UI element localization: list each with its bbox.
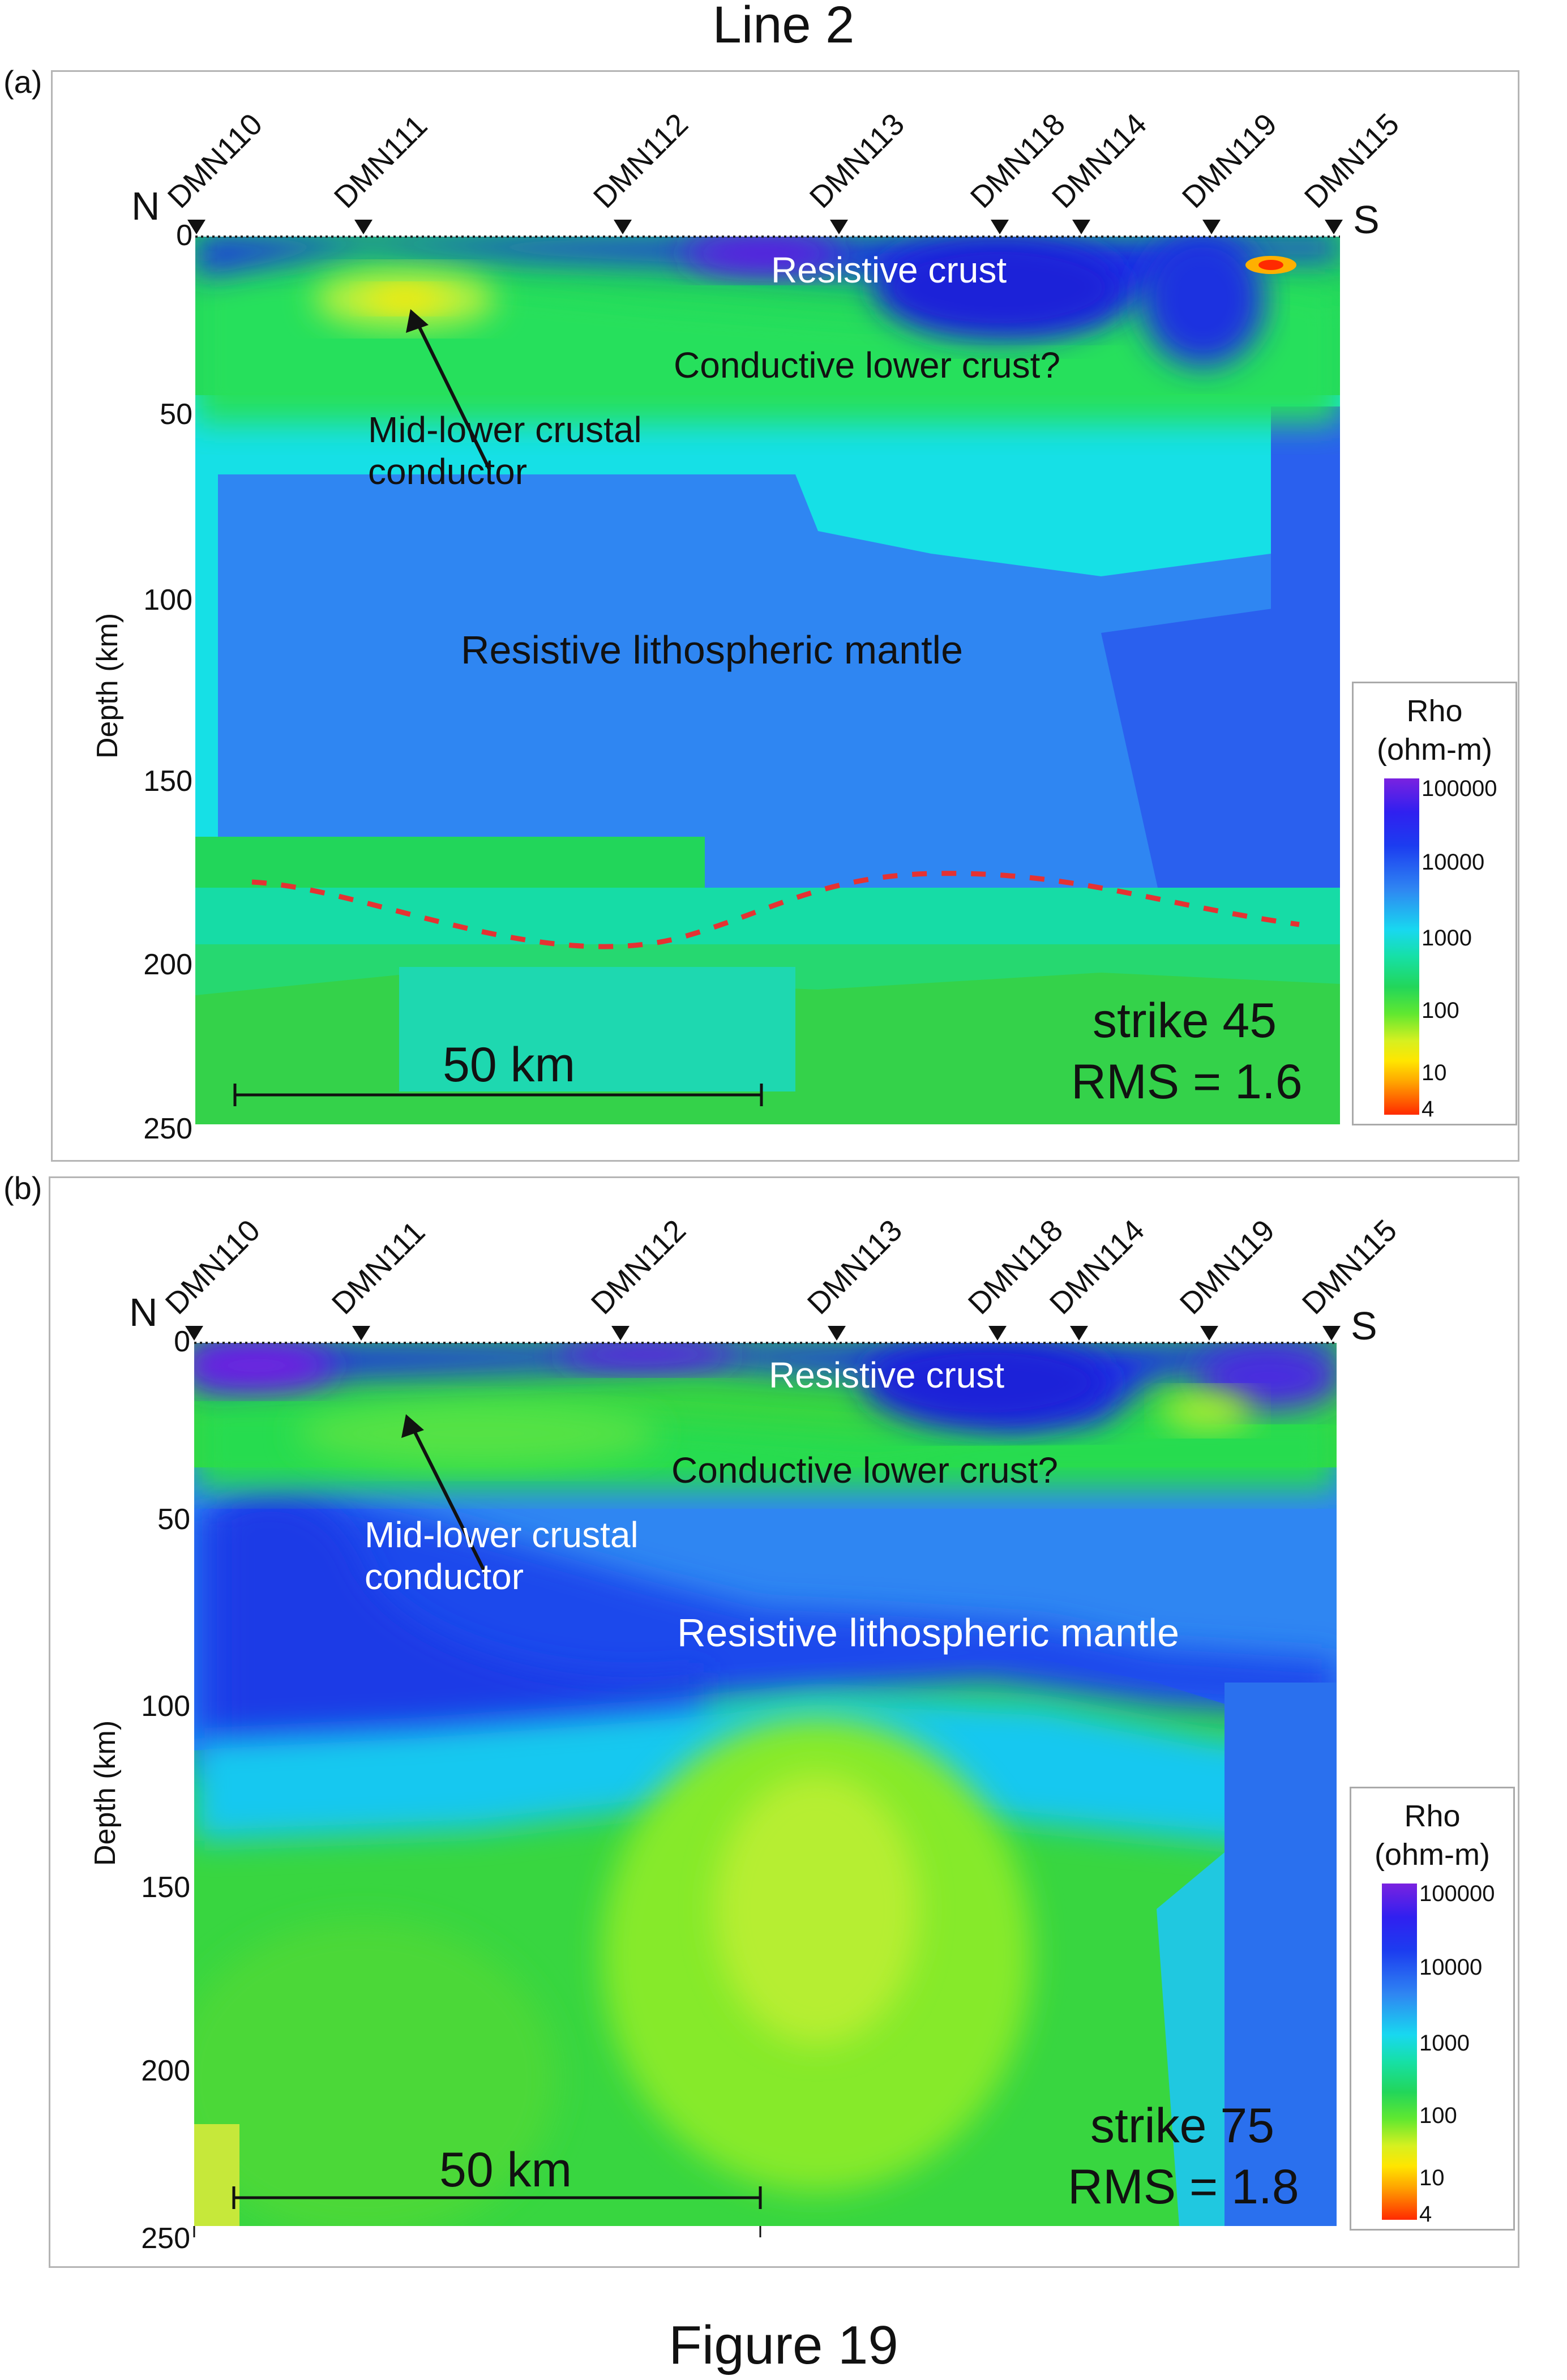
panel-b-ytick-100: 100 [141, 1690, 190, 1723]
panel-b-rms-label: RMS = 1.8 [1068, 2160, 1299, 2214]
panel-b-ytick-250: 250 [141, 2222, 190, 2255]
panel-a-ylabel: Depth (km) [91, 613, 124, 759]
panel-a-resistive-crust-label: Resistive crust [771, 250, 1007, 290]
legend-tick-10000: 10000 [1422, 850, 1485, 875]
panel-b-colorbar-legend: Rho (ohm-m) 100000 10000 1000 100 10 4 [1350, 1787, 1515, 2231]
panel-a-ytick-100: 100 [143, 584, 192, 617]
panel-a-scale-label: 50 km [443, 1038, 576, 1092]
panel-b-scale-label: 50 km [439, 2143, 572, 2197]
legend-colorbar [1382, 1884, 1417, 2220]
panel-b-station-marker [185, 1326, 203, 1341]
panel-a-resistivity-section [195, 236, 1340, 1124]
legend-tick-1000: 1000 [1419, 2031, 1470, 2056]
panel-a-ytick-150: 150 [143, 765, 192, 798]
panel-b-station-marker [1200, 1326, 1218, 1341]
panel-a-conductive-lower-crust-label: Conductive lower crust? [674, 345, 1060, 386]
panel-b-ytick-50: 50 [157, 1503, 190, 1536]
panel-a-station-marker [187, 220, 205, 234]
legend-tick-100: 100 [1419, 2103, 1457, 2128]
panel-b-station-marker [352, 1326, 370, 1341]
panel-b-station-marker [828, 1326, 846, 1341]
panel-a-station-marker [614, 220, 632, 234]
legend-colorbar [1384, 778, 1419, 1115]
panel-b-station-marker [611, 1326, 630, 1341]
panel-a-station-marker [354, 220, 373, 234]
figure-title: Line 2 [712, 0, 855, 54]
legend-tick-10000: 10000 [1419, 1955, 1483, 1980]
panel-b-midlower-label-1: Mid-lower crustal [365, 1514, 639, 1555]
legend-tick-100000: 100000 [1419, 1881, 1495, 1906]
panel-b-mantle-label: Resistive lithospheric mantle [677, 1611, 1180, 1655]
panel-b-north: N [129, 1290, 158, 1334]
panel-a-ytick-200: 200 [143, 948, 192, 981]
panel-a-ytick-50: 50 [160, 398, 192, 431]
panel-a-strike-label: strike 45 [1093, 994, 1277, 1048]
panel-b-station-marker [988, 1326, 1007, 1341]
legend-units: (ohm-m) [1375, 1838, 1490, 1872]
panel-a-midlower-label-1: Mid-lower crustal [368, 409, 642, 450]
legend-tick-100: 100 [1422, 998, 1459, 1023]
panel-a-station-marker [830, 220, 848, 234]
panel-a-rms-label: RMS = 1.6 [1071, 1055, 1303, 1109]
panel-a-north: N [131, 184, 160, 228]
legend-title: Rho [1406, 694, 1463, 728]
panel-a-label: (a) [3, 64, 42, 100]
panel-b-conductive-lower-crust-label: Conductive lower crust? [671, 1450, 1058, 1491]
panel-b-ytick-150: 150 [141, 1871, 190, 1904]
panel-a-colorbar-legend: Rho (ohm-m) 100000 10000 1000 100 10 4 [1352, 682, 1517, 1125]
panel-a-ytick-250: 250 [143, 1112, 192, 1145]
legend-units: (ohm-m) [1377, 733, 1492, 767]
legend-title: Rho [1404, 1799, 1461, 1833]
panel-b-midlower-label-2: conductor [365, 1556, 524, 1597]
panel-b-station-marker [1322, 1326, 1341, 1341]
panel-a-station-marker [1325, 220, 1343, 234]
panel-a-frame [51, 70, 1519, 1162]
panel-b-resistive-crust-label: Resistive crust [769, 1355, 1005, 1396]
legend-tick-10: 10 [1419, 2165, 1445, 2190]
panel-a-station-marker [991, 220, 1009, 234]
legend-tick-4: 4 [1419, 2202, 1432, 2227]
panel-b-strike-label: strike 75 [1090, 2099, 1275, 2153]
panel-b-resistivity-section [193, 1342, 1337, 2237]
panel-b-ylabel: Depth (km) [89, 1720, 122, 1866]
legend-tick-100000: 100000 [1422, 776, 1497, 801]
legend-tick-4: 4 [1422, 1097, 1435, 1121]
panel-b-ytick-200: 200 [141, 2054, 190, 2087]
panel-a-station-marker [1202, 220, 1221, 234]
panel-b-south: S [1351, 1304, 1377, 1348]
panel-a-south: S [1353, 198, 1380, 242]
figure-caption: Figure 19 [669, 2315, 898, 2375]
panel-a-midlower-label-2: conductor [368, 451, 528, 492]
panel-b-station-marker [1070, 1326, 1088, 1341]
panel-b-frame [49, 1176, 1519, 2268]
legend-tick-1000: 1000 [1422, 926, 1472, 951]
legend-tick-10: 10 [1422, 1060, 1447, 1085]
panel-b-label: (b) [3, 1170, 42, 1206]
panel-a-mantle-label: Resistive lithospheric mantle [461, 628, 964, 672]
panel-a-station-marker [1072, 220, 1090, 234]
